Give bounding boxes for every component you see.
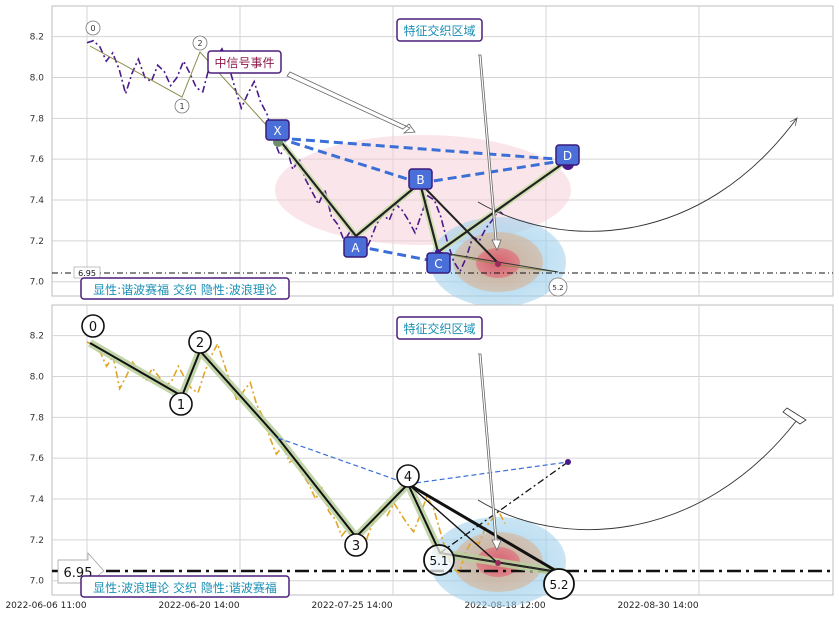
bottom-wave-5-1: 5.1 <box>423 544 455 576</box>
top-node-b: B <box>408 168 433 190</box>
svg-text:A: A <box>351 241 360 255</box>
bottom-y-tick-label: 8.2 <box>30 332 44 342</box>
bottom-wave-2: 2 <box>188 330 212 354</box>
top-xabcd-dashes <box>277 136 569 264</box>
top-point-target-dot <box>495 261 501 267</box>
x-tick-label: 2022-06-20 14:00 <box>158 601 239 611</box>
top-ref-label: 6.95 <box>78 269 96 278</box>
top-region-arrow <box>478 54 502 251</box>
bottom-panel: 8.28.07.87.67.47.27.0 2022-06-06 11:00 20… <box>5 304 834 611</box>
top-wave-0-marker <box>85 20 101 36</box>
x-tick-label: 2022-07-25 14:00 <box>311 601 392 611</box>
svg-text:3: 3 <box>352 539 360 554</box>
top-event-tag: 中信号事件 <box>214 55 274 70</box>
top-y-tick-label: 7.6 <box>30 155 45 165</box>
svg-text:0: 0 <box>89 320 97 335</box>
x-axis-ticks: 2022-06-06 11:00 2022-06-20 14:00 2022-07-… <box>5 601 698 611</box>
bottom-projection-curve <box>477 419 798 530</box>
bottom-wave-1: 1 <box>169 392 193 416</box>
top-panel: 8.2 8.0 7.8 7.6 7.4 7.2 7.0 6.95 <box>30 5 834 307</box>
top-y-tick-label: 7.2 <box>30 237 44 247</box>
svg-text:1: 1 <box>177 398 185 413</box>
top-y-tick-label: 7.0 <box>30 278 45 288</box>
bottom-region-tag-box <box>396 316 483 340</box>
top-projection-curve <box>477 118 797 232</box>
svg-text:C: C <box>434 257 442 271</box>
bottom-bottom-tag: 显性:波浪理论 交织 隐性:谐波赛福 <box>93 580 277 595</box>
x-tick-label: 2022-06-06 11:00 <box>5 601 86 611</box>
bottom-bottom-tag-box <box>80 575 290 598</box>
bottom-wave-4: 4 <box>396 464 420 488</box>
bottom-wave-3: 3 <box>344 533 368 557</box>
top-wave-1-marker <box>174 98 190 114</box>
top-y-tick-label: 7.4 <box>30 196 45 206</box>
top-wave-2-marker <box>192 35 208 51</box>
bottom-y-tick-label: 7.0 <box>30 577 45 587</box>
bottom-region-tag: 特征交织区域 <box>403 321 475 336</box>
top-wave-1-label: 1 <box>179 102 184 111</box>
bottom-target-dot <box>495 560 501 566</box>
top-wave-5-2-marker <box>548 277 568 297</box>
top-node-c: C <box>426 252 451 274</box>
bottom-y-tick-label: 7.6 <box>30 454 45 464</box>
bottom-region-arrow <box>478 353 502 551</box>
bottom-d-dot <box>565 459 571 465</box>
bottom-harmonic-dashes <box>277 437 569 485</box>
top-node-x: X <box>265 119 290 141</box>
bottom-wave-0: 0 <box>81 314 105 338</box>
top-event-arrow <box>286 71 416 134</box>
bottom-dashdot-line <box>439 461 569 554</box>
svg-text:5.1: 5.1 <box>429 554 448 568</box>
bottom-wave-5-2: 5.2 <box>543 568 575 600</box>
svg-text:X: X <box>273 124 281 138</box>
x-tick-label: 2022-08-30 14:00 <box>617 601 698 611</box>
top-node-d: D <box>555 144 580 166</box>
bottom-y-tick-label: 7.2 <box>30 536 44 546</box>
top-bottom-tag-box <box>80 277 290 300</box>
bottom-dashdot-line-2 <box>407 483 441 554</box>
top-event-tag-box <box>207 50 282 74</box>
bottom-projection-arrowhead <box>782 407 807 425</box>
top-wave-0-label: 0 <box>90 24 95 33</box>
top-region-tag-box <box>396 18 483 42</box>
bottom-y-tick-label: 8.0 <box>30 372 45 382</box>
top-wave-5-2-label: 5.2 <box>552 284 563 292</box>
top-region-tag: 特征交织区域 <box>403 23 475 38</box>
svg-text:4: 4 <box>404 470 412 485</box>
svg-text:5.2: 5.2 <box>549 578 568 592</box>
top-bottom-tag: 显性:谐波赛福 交织 隐性:波浪理论 <box>93 282 277 297</box>
bottom-y-ticks: 8.2 8.0 7.8 7.6 7.4 7.2 7.0 <box>30 332 45 587</box>
top-y-tick-label: 7.8 <box>30 114 45 124</box>
svg-text:2: 2 <box>196 336 204 351</box>
top-y-tick-label: 8.0 <box>30 73 45 83</box>
top-wave-2-label: 2 <box>197 39 202 48</box>
bottom-price-series <box>86 341 506 574</box>
top-node-a: A <box>343 236 368 258</box>
top-y-ticks: 8.2 8.0 7.8 7.6 7.4 7.2 7.0 <box>30 33 45 288</box>
bottom-y-tick-label: 7.4 <box>30 495 45 505</box>
bottom-y-tick-label: 7.8 <box>30 413 45 423</box>
svg-text:D: D <box>563 149 572 163</box>
top-y-tick-label: 8.2 <box>30 33 44 43</box>
svg-text:B: B <box>416 173 424 187</box>
